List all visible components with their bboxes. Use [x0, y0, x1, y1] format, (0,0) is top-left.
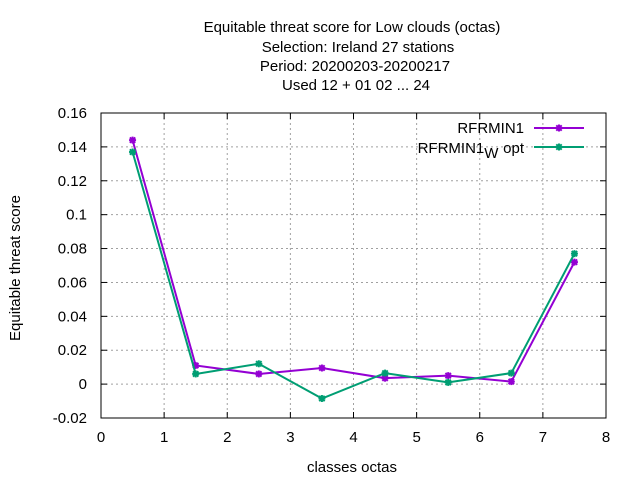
x-tick-labels: 0 1 2 3 4 5 6 7 8 [97, 429, 610, 446]
marker-d2 [571, 258, 578, 266]
series-1 [129, 136, 578, 386]
marker-d2 [571, 250, 578, 258]
series-line [131, 151, 576, 400]
legend-entry-1: RFRMIN1 [457, 120, 584, 137]
legend-point [555, 143, 563, 151]
legend-marker-2 [555, 143, 563, 151]
axes [100, 112, 607, 419]
y-tick-label: 0.12 [58, 173, 87, 190]
y-tick-label: 0 [79, 376, 87, 393]
y-axis-label: Equitable threat score [7, 195, 24, 341]
legend-label-1: RFRMIN1 [457, 120, 524, 137]
x-tick-label: 5 [412, 429, 420, 446]
marker-d2 [318, 364, 326, 372]
x-tick-label: 6 [476, 429, 484, 446]
marker-d2 [129, 148, 136, 156]
x-tick-label: 8 [602, 429, 610, 446]
x-axis-label: classes octas [307, 459, 397, 476]
marker-d2 [507, 378, 515, 385]
legend-marker-1 [555, 124, 563, 132]
data-point [318, 395, 326, 403]
y-tick-labels: -0.02 0 0.02 0.04 0.06 0.08 0.1 0.12 0.14 0.16 [53, 105, 87, 427]
data-point [570, 258, 578, 266]
y-tick-label: 0.14 [58, 139, 87, 156]
marker-d2 [255, 360, 263, 368]
x-tick-label: 2 [223, 429, 231, 446]
data-point [318, 364, 326, 372]
marker-d2 [192, 370, 200, 378]
marker-d2 [555, 143, 563, 151]
legend: RFRMIN1 RFRMIN1W opt [418, 120, 584, 162]
series-layer [129, 136, 578, 403]
data-point [570, 250, 578, 258]
x-tick-label: 4 [349, 429, 357, 446]
x-tick-label: 3 [286, 429, 294, 446]
marker-d2 [555, 124, 563, 132]
data-point [507, 369, 515, 377]
x-tick-label: 7 [539, 429, 547, 446]
marker-d2 [381, 369, 389, 377]
legend-label-2: RFRMIN1W opt [418, 140, 525, 162]
data-point [129, 148, 137, 156]
y-tick-label: 0.1 [66, 207, 87, 224]
marker-d2 [129, 136, 136, 144]
title-line-2: Selection: Ireland 27 stations [262, 39, 455, 56]
series-2 [129, 148, 578, 403]
marker-d2 [318, 395, 326, 402]
marker-d2 [444, 379, 452, 386]
legend-point [555, 124, 563, 132]
data-point [381, 369, 389, 377]
data-point [192, 370, 200, 378]
grid [101, 113, 606, 418]
title-line-3: Period: 20200203-20200217 [260, 58, 450, 75]
plot-border [100, 112, 607, 419]
data-point [444, 372, 452, 380]
chart-title: Equitable threat score for Low clouds (o… [204, 19, 501, 94]
data-point [507, 378, 515, 386]
title-line-4: Used 12 + 01 02 ... 24 [282, 77, 430, 94]
data-point [381, 374, 389, 382]
marker-d2 [507, 369, 515, 377]
y-tick-label: 0.02 [58, 342, 87, 359]
marker-d2 [255, 370, 263, 378]
data-point [255, 360, 263, 368]
x-tick-label: 1 [160, 429, 168, 446]
marker-d2 [381, 374, 389, 382]
data-point [255, 370, 263, 378]
y-tick-label: 0.06 [58, 274, 87, 291]
y-tick-label: 0.16 [58, 105, 87, 122]
y-tick-label: 0.08 [58, 241, 87, 258]
x-tick-label: 0 [97, 429, 105, 446]
legend-label-2-sub: W [484, 145, 499, 162]
data-point [444, 378, 452, 386]
title-line-1: Equitable threat score for Low clouds (o… [204, 19, 501, 36]
marker-d2 [444, 372, 452, 380]
series-line [131, 139, 576, 383]
y-tick-label: -0.02 [53, 410, 87, 427]
legend-entry-2: RFRMIN1W opt [418, 140, 584, 162]
y-tick-label: 0.04 [58, 308, 87, 325]
legend-label-2-suffix: opt [503, 140, 525, 157]
legend-label-2-main: RFRMIN1 [418, 140, 485, 157]
data-point [129, 136, 137, 144]
